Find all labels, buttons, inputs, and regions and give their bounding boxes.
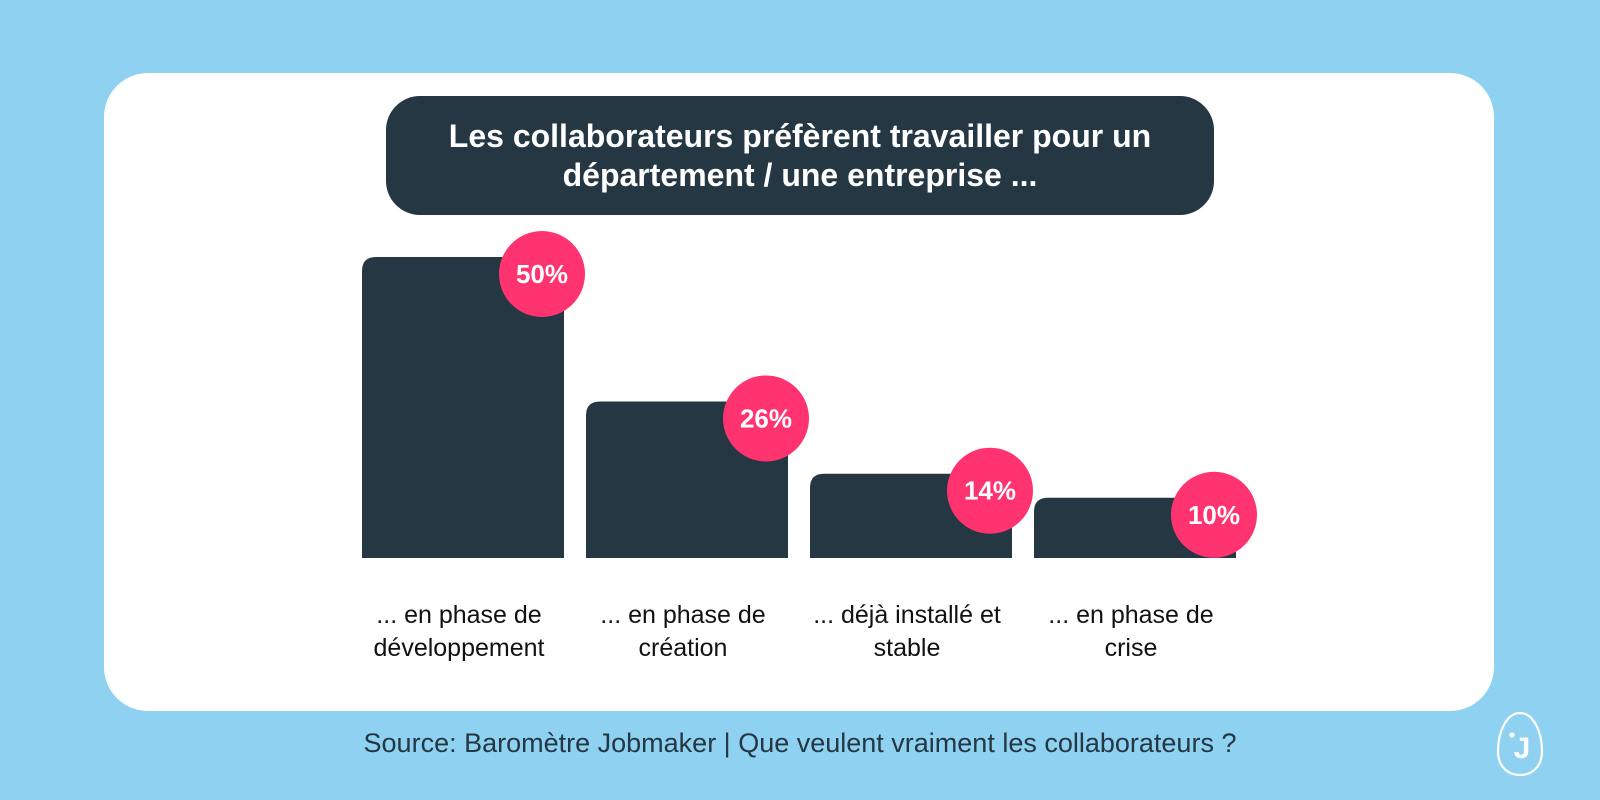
category-label: ... en phase de création — [600, 601, 765, 662]
category-label: ... déjà installé et stable — [813, 601, 1001, 662]
value-badge — [1171, 471, 1257, 558]
data-label: 10% — [1188, 500, 1240, 530]
jobmaker-logo-icon: J — [1496, 711, 1544, 777]
logo-letter: J — [1514, 732, 1531, 765]
source-caption: Source: Baromètre Jobmaker | Que veulent… — [363, 728, 1237, 758]
data-label: 14% — [964, 476, 1016, 506]
category-label: ... en phase de développement — [374, 601, 545, 662]
value-badge — [499, 231, 585, 317]
category-label: ... en phase de crise — [1048, 601, 1213, 662]
chart-title: Les collaborateurs préfèrent travailler … — [448, 117, 1152, 193]
value-badge — [947, 447, 1033, 534]
value-badge — [723, 375, 809, 462]
data-label: 50% — [516, 259, 568, 289]
data-label: 26% — [740, 403, 792, 433]
title-banner: Les collaborateurs préfèrent travailler … — [386, 96, 1214, 215]
bar — [362, 257, 564, 558]
